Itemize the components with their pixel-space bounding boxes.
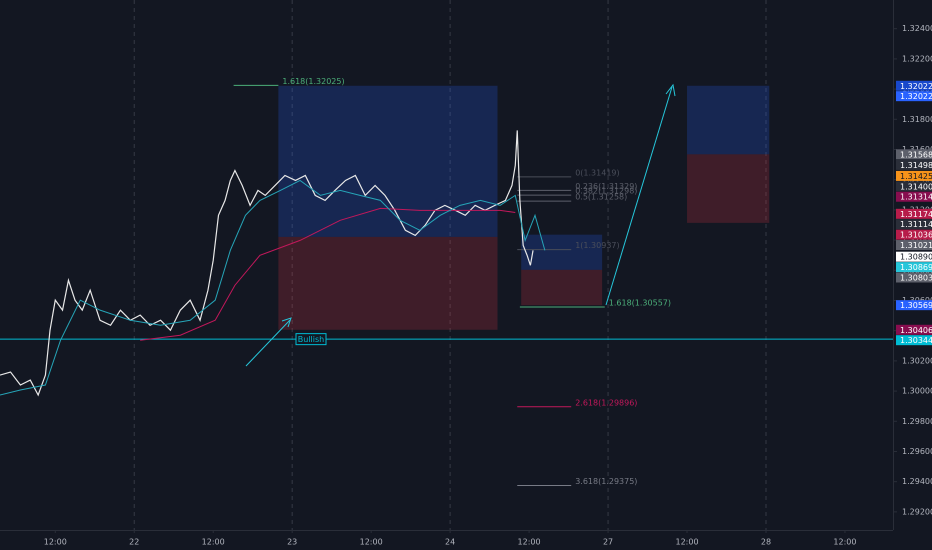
- price-tag: [896, 170, 932, 181]
- y-tick-label: 1.32200: [902, 54, 932, 63]
- fib-label: 1.618(1.32025): [282, 77, 344, 86]
- price-tag: [896, 208, 932, 219]
- arrow: [605, 86, 673, 306]
- layer-mid: 1.618(1.32025)0(1.31419)0.236(1.31329)0.…: [0, 77, 893, 486]
- arrow: [245, 319, 291, 367]
- price-tag: [896, 240, 932, 251]
- price-tag-label: 1.32022: [900, 92, 932, 101]
- price-tag: [896, 300, 932, 311]
- price-tag: [896, 181, 932, 192]
- price-tag-label: 1.30803: [900, 273, 932, 282]
- arrow-head: [281, 317, 292, 328]
- price-tag: [896, 80, 932, 91]
- price-tag-label: 1.31021: [900, 241, 932, 250]
- price-tag-label: 1.31114: [900, 220, 932, 229]
- fib-label: 0(1.31419): [575, 168, 619, 177]
- price-tag-label: 1.31036: [900, 231, 932, 240]
- price-tag: [896, 335, 932, 346]
- layer-front: Bullish: [245, 83, 676, 367]
- price-tag-label: 1.30406: [900, 326, 932, 335]
- position-stop: [687, 154, 770, 223]
- y-tick-label: 1.29800: [902, 417, 932, 426]
- price-tag-label: 1.31568: [900, 150, 932, 159]
- price-tag-label: 1.31425: [900, 172, 932, 181]
- price-tag-label: 1.30569: [900, 301, 932, 310]
- x-tick-label: 12:00: [518, 538, 541, 547]
- price-tag-label: 1.30344: [900, 336, 932, 345]
- y-tick-label: 1.30000: [902, 387, 932, 396]
- price-tag: [896, 159, 932, 170]
- price-tag: [896, 262, 932, 273]
- y-tick-label: 1.29400: [902, 477, 932, 486]
- price-tag: [896, 229, 932, 240]
- price-tag-label: 1.31498: [900, 161, 932, 170]
- hline-label: Bullish: [298, 335, 324, 344]
- x-tick-label: 22: [129, 538, 139, 547]
- y-tick-label: 1.29600: [902, 447, 932, 456]
- price-tag: [896, 149, 932, 160]
- x-tick-label: 12:00: [833, 538, 856, 547]
- y-tick-label: 1.30200: [902, 356, 932, 365]
- y-tick-label: 1.31800: [902, 115, 932, 124]
- layer-axis: 12:00 22 12:00 23 12:00 24 12:00 27 12:00 28 12:00…: [44, 24, 932, 547]
- x-tick-label: 12:00: [202, 538, 225, 547]
- fib-label: 0.236(1.31329): [575, 182, 637, 191]
- x-tick-label: 28: [761, 538, 771, 547]
- fib-label: 0.382(1.31298): [575, 187, 637, 196]
- position-stop: [521, 269, 603, 306]
- x-tick-label: 12:00: [675, 538, 698, 547]
- price-line: [0, 130, 534, 397]
- price-tag-label: 1.30890: [900, 253, 932, 262]
- price-tag: [896, 251, 932, 262]
- x-tick-label: 27: [603, 538, 613, 547]
- price-line: [0, 179, 546, 396]
- position-target: [687, 85, 770, 155]
- y-tick-label: 1.29200: [902, 507, 932, 516]
- price-tag-label: 1.31174: [900, 210, 932, 219]
- price-tag-label: 1.32022: [900, 82, 932, 91]
- price-tag-label: 1.31400: [900, 182, 932, 191]
- arrow-head: [665, 83, 676, 97]
- price-tag-label: 1.30869: [900, 263, 932, 272]
- x-tick-label: 23: [287, 538, 297, 547]
- layer-back: [133, 0, 770, 530]
- fib-label: 0.5(1.31258): [575, 193, 627, 202]
- fib-label: 3.618(1.29375): [575, 477, 637, 486]
- hline-label-box: [295, 333, 327, 346]
- price-tag: [896, 219, 932, 230]
- fib-label: 1(1.30937): [575, 241, 619, 250]
- price-tag: [896, 91, 932, 102]
- price-tag: [896, 272, 932, 283]
- x-tick-label: 12:00: [44, 538, 67, 547]
- price-tag: [896, 324, 932, 335]
- fib-label: 2.618(1.29896): [575, 398, 637, 407]
- fib-label: 1.618(1.30557): [609, 298, 671, 307]
- price-tag: [896, 191, 932, 202]
- position-target: [278, 85, 498, 237]
- price-tag-label: 1.31314: [900, 193, 932, 202]
- y-tick-label: 1.32400: [902, 24, 932, 33]
- x-tick-label: 24: [445, 538, 455, 547]
- position-stop: [278, 236, 498, 330]
- position-target: [521, 234, 603, 270]
- price-line: [140, 207, 516, 341]
- x-tick-label: 12:00: [360, 538, 383, 547]
